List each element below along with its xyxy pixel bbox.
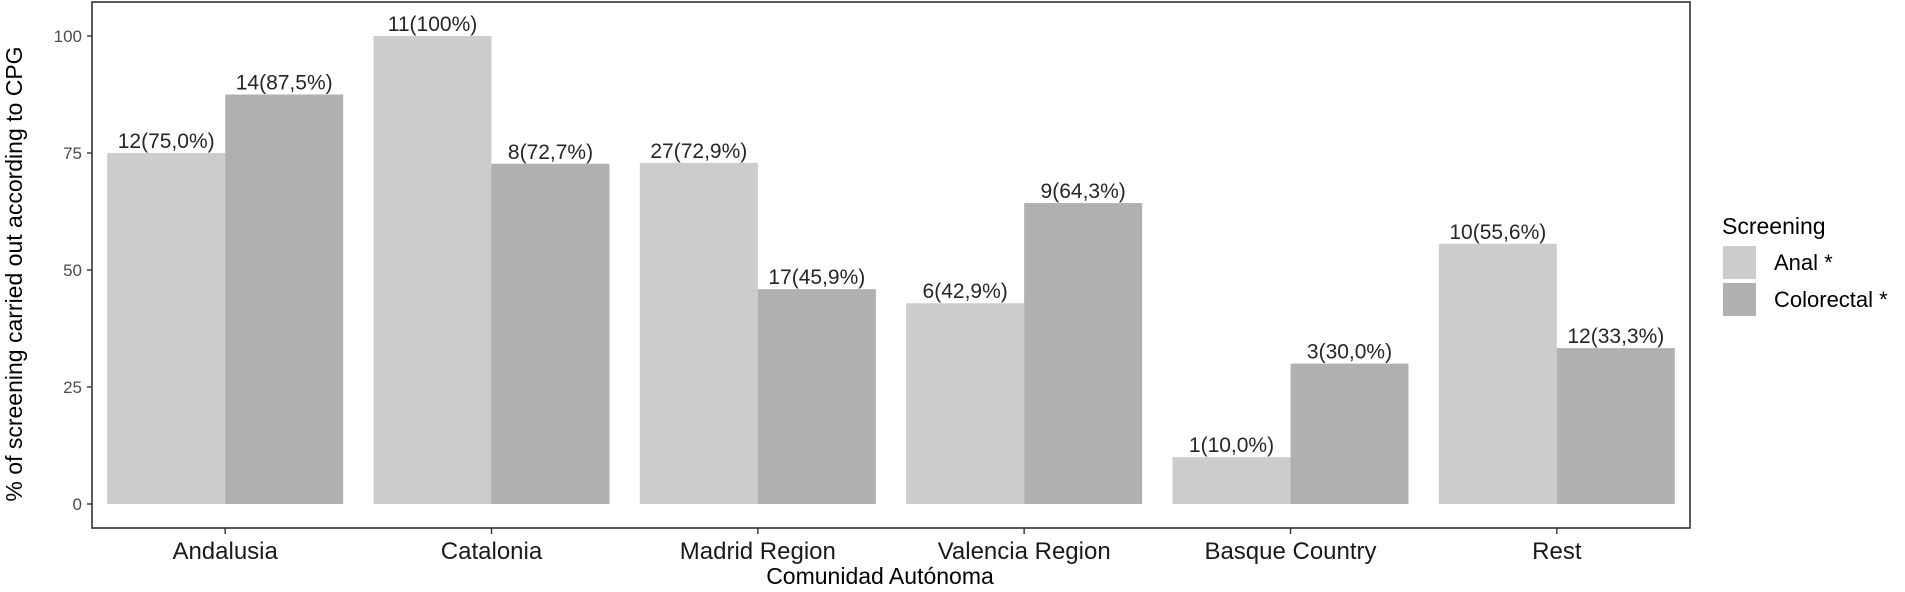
bar-colorectal: [1290, 363, 1409, 504]
data-label: 9(64,3%): [1041, 180, 1126, 203]
data-label: 3(30,0%): [1307, 341, 1392, 364]
data-label: 6(42,9%): [923, 280, 1008, 303]
bar-colorectal: [1556, 348, 1675, 504]
data-label: 12(33,3%): [1567, 325, 1664, 348]
bar-colorectal: [1024, 203, 1143, 505]
x-category-label: Catalonia: [441, 538, 543, 565]
y-tick-label: 25: [63, 378, 82, 397]
y-tick-label: 100: [54, 27, 82, 46]
legend-title: Screening: [1722, 213, 1826, 239]
legend: Screening Anal * Colorectal *: [1722, 213, 1888, 316]
bars: [107, 36, 1675, 505]
x-category-label: Rest: [1532, 538, 1582, 565]
data-label: 8(72,7%): [508, 141, 593, 164]
data-label: 12(75,0%): [118, 130, 215, 153]
bar-anal: [107, 153, 226, 504]
legend-label: Colorectal *: [1774, 287, 1888, 312]
legend-key-anal: [1723, 246, 1756, 279]
data-label: 1(10,0%): [1189, 434, 1274, 457]
x-category-label: Madrid Region: [680, 538, 836, 565]
data-labels: 12(75,0%) 14(87,5%) 11(100%) 8(72,7%) 27(72,…: [118, 13, 1665, 457]
x-axis: Andalusia Catalonia Madrid Region Valencia …: [172, 528, 1582, 565]
data-label: 17(45,9%): [768, 266, 865, 289]
data-label: 14(87,5%): [236, 72, 333, 95]
data-label: 10(55,6%): [1449, 221, 1546, 244]
data-label: 27(72,9%): [650, 140, 747, 163]
bar-anal: [1438, 243, 1557, 505]
x-category-label: Andalusia: [172, 538, 278, 565]
bar-colorectal: [757, 289, 876, 504]
bar-colorectal: [225, 94, 344, 504]
y-axis: 0 25 50 75 100: [54, 27, 92, 514]
x-axis-title: Comunidad Autónoma: [766, 563, 994, 589]
bar-colorectal: [491, 163, 610, 504]
x-category-label: Basque Country: [1204, 538, 1376, 565]
plot-panel: [91, 1, 1691, 529]
bar-anal: [639, 162, 758, 504]
x-category-label: Valencia Region: [938, 538, 1111, 565]
data-label: 11(100%): [388, 13, 478, 36]
y-axis-title: % of screening carried out according to …: [1, 46, 27, 501]
legend-key-colorectal: [1723, 283, 1756, 316]
y-tick-label: 75: [63, 144, 82, 163]
legend-label: Anal *: [1774, 250, 1833, 275]
plot-border: [91, 1, 1691, 529]
y-tick-label: 0: [73, 495, 82, 514]
bar-anal: [1172, 457, 1291, 504]
bar-anal: [373, 36, 492, 504]
bar-anal: [906, 303, 1025, 504]
y-tick-label: 50: [63, 261, 82, 280]
